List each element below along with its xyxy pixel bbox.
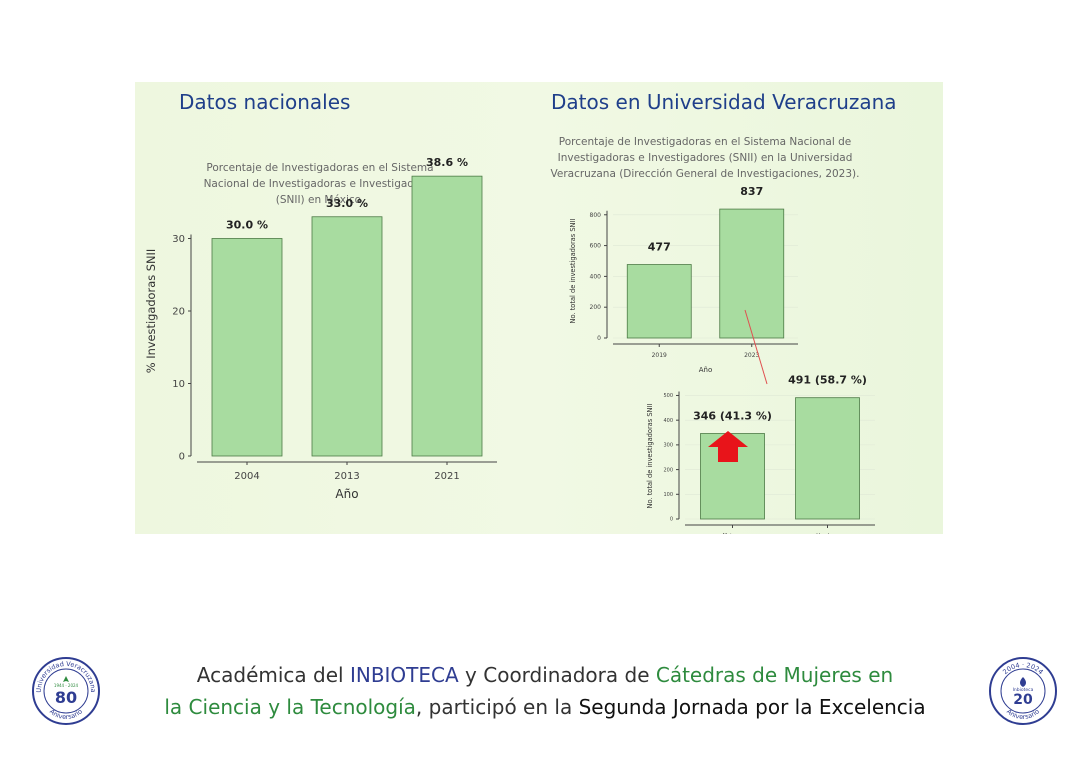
bar-2013: [311, 216, 383, 457]
x-axis-title: Año: [699, 366, 713, 374]
data-label: 837: [740, 185, 763, 198]
x-tick-label: Hombres: [816, 533, 839, 534]
y-tick-label: 200: [663, 467, 673, 473]
y-tick-label: 400: [663, 418, 673, 424]
y-tick-label: 400: [590, 273, 602, 280]
y-tick-label: 300: [663, 443, 673, 449]
x-tick-label: 2023: [744, 352, 759, 359]
logo-number: 80: [55, 688, 77, 707]
bar-2004: [211, 238, 283, 457]
caption-text: Académica del: [196, 663, 350, 687]
logo-bottom-text: Aniversario: [48, 707, 84, 721]
y-tick-label: 0: [597, 335, 601, 342]
caption-catedras-2: la Ciencia y la Tecnología: [164, 695, 416, 719]
x-tick-label: Mujeres: [723, 533, 743, 534]
y-tick-label: 30: [172, 234, 185, 245]
logo-bottom-text: Aniversario: [1005, 707, 1041, 721]
caption-line-1: Académica del INBIOTECA y Coordinadora d…: [100, 659, 990, 691]
y-tick-label: 500: [663, 393, 673, 399]
flame-icon: [1020, 677, 1026, 687]
heading-uv: Datos en Universidad Veracruzana: [551, 90, 897, 114]
subtitle-line: Veracruzana (Dirección General de Invest…: [550, 168, 860, 180]
subtitle-line: (SNII) en México.: [275, 194, 365, 206]
subtitle-line: Porcentaje de Investigadoras en el Siste…: [558, 136, 852, 148]
bar-hombres: [795, 397, 860, 520]
x-tick-label: 2004: [234, 471, 259, 482]
y-tick-label: 100: [663, 492, 673, 498]
caption-catedras: Cátedras de Mujeres en: [655, 663, 894, 687]
data-label: 38.6 %: [426, 156, 468, 169]
y-tick-label: 20: [172, 306, 185, 317]
up-arrow-icon: [708, 431, 748, 462]
inbioteca-20-logo: 2004 · 2024 Aniversario Inbioteca 20: [989, 657, 1057, 725]
x-tick-label: 2013: [334, 471, 359, 482]
y-axis-title: No. total de investigadoras SNII: [646, 404, 654, 509]
caption-text: y Coordinadora de: [458, 663, 656, 687]
caption-inbioteca: INBIOTECA: [349, 663, 459, 687]
caption-line-2: la Ciencia y la Tecnología, participó en…: [100, 691, 990, 723]
pointer-line: [744, 309, 768, 385]
subtitle-line: Porcentaje de Investigadoras en el Siste…: [206, 162, 434, 174]
y-tick-label: 0: [179, 451, 185, 462]
data-label: 346 (41.3 %): [693, 410, 772, 423]
y-tick-label: 10: [172, 379, 185, 390]
caption: Académica del INBIOTECA y Coordinadora d…: [100, 659, 990, 723]
y-tick-label: 800: [590, 212, 602, 219]
caption-event: Segunda Jornada por la Excelencia: [578, 695, 926, 719]
chart-uv-gender: 0 100 200 300 400 500 Mujeres 346 (41.3 %) Hombr…: [646, 374, 875, 534]
logo-years: 1944 · 2024: [54, 683, 79, 688]
uv-80-logo: Universidad Veracruzana Aniversario 1944…: [32, 657, 100, 725]
bar-2021: [411, 175, 483, 457]
chart1-subtitle: Porcentaje de Investigadoras en el Siste…: [185, 160, 455, 208]
data-label: 33.0 %: [326, 197, 368, 210]
data-label: 477: [648, 241, 671, 254]
logo-number: 20: [1013, 692, 1033, 708]
y-axis-title: % Investigadoras SNII: [144, 249, 158, 373]
data-label: 30.0 %: [226, 219, 268, 232]
chart-uv-year: 0 200 400 600 800 2019 477 2023 837 Año No. total …: [569, 185, 798, 385]
heading-national: Datos nacionales: [179, 90, 351, 114]
bar-2023: [719, 208, 785, 339]
slide-panel: Datos nacionales Datos en Universidad Ve…: [135, 82, 943, 534]
y-tick-label: 0: [670, 517, 673, 523]
y-axis-title: No. total de investigadoras SNII: [569, 219, 577, 324]
data-label: 491 (58.7 %): [788, 374, 867, 387]
subtitle-line: Nacional de Investigadoras e Investigado…: [203, 178, 437, 190]
bar-2019: [626, 264, 692, 339]
x-tick-label: 2019: [652, 352, 667, 359]
caption-text: , participó en la: [415, 695, 579, 719]
subtitle-line: Investigadoras e Investigadores (SNII) e…: [557, 152, 853, 164]
logo-name: Inbioteca: [1013, 687, 1034, 693]
x-tick-label: 2021: [434, 471, 459, 482]
chart-national: 0 10 20 30 2004 30.0 % 2013 33.0 % 2021 38.6 % Año…: [144, 156, 497, 501]
chart2-subtitle: Porcentaje de Investigadoras en el Siste…: [535, 134, 875, 182]
leaf-icon: [63, 676, 69, 682]
x-axis-title: Año: [335, 487, 358, 501]
y-tick-label: 600: [590, 243, 602, 250]
y-tick-label: 200: [590, 304, 602, 311]
